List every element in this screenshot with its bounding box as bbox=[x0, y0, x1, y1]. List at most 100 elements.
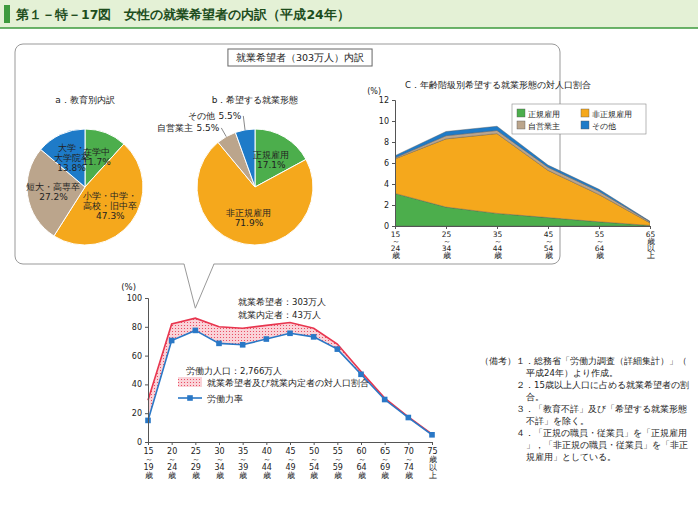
marker bbox=[240, 342, 246, 348]
tick: 6 bbox=[384, 159, 395, 168]
tick-mark bbox=[243, 442, 244, 445]
tick-label: 75歳以上 bbox=[427, 447, 437, 480]
slices bbox=[197, 129, 313, 245]
tick-label-part: 歳 bbox=[392, 251, 400, 260]
tick-label: 45～54歳 bbox=[544, 230, 554, 260]
marker bbox=[311, 334, 317, 340]
panel-header: 就業希望者（303万人）内訳 bbox=[228, 49, 372, 66]
pie-chart: b．希望する就業形態正規雇用17.1%非正規雇用71.9%5.5%その他5.5%… bbox=[157, 95, 313, 245]
tick: 15～19歳 bbox=[143, 442, 153, 480]
data-label: 小学・中学・ bbox=[83, 191, 137, 201]
data-label: 大学院卒 bbox=[54, 153, 90, 163]
tick-mark bbox=[145, 442, 148, 443]
tick-label-part: 歳 bbox=[443, 251, 451, 260]
tick-label-part: 歳 bbox=[334, 471, 342, 480]
axis-line bbox=[149, 443, 433, 446]
tick: 35～39歳 bbox=[238, 442, 248, 480]
note: 規雇用」としている。 bbox=[526, 452, 616, 462]
legend-label: 正規雇用 bbox=[528, 110, 560, 119]
tick-label-part: 歳 bbox=[216, 471, 224, 480]
tick-label: 65歳以上 bbox=[646, 230, 656, 260]
tick-label-part: 歳 bbox=[494, 251, 502, 260]
tick-mark bbox=[219, 442, 220, 445]
tick-label-part: 歳 bbox=[358, 471, 366, 480]
tick-label: 30～34歳 bbox=[214, 447, 224, 480]
tick-label: 6 bbox=[384, 159, 389, 168]
tick-mark bbox=[145, 298, 148, 299]
tick-label: 25～34歳 bbox=[442, 230, 452, 260]
tick-label: 20 bbox=[132, 409, 142, 418]
axis-title: (%) bbox=[121, 282, 136, 292]
tick: 35～44歳 bbox=[493, 226, 503, 260]
tick: 65歳以上 bbox=[646, 226, 656, 260]
annotation: 就業内定者：43万人 bbox=[238, 310, 321, 320]
area bbox=[395, 126, 650, 222]
tick-mark bbox=[392, 100, 395, 101]
tick-mark bbox=[548, 226, 549, 229]
marker bbox=[382, 397, 388, 403]
tick-label-part: 歳 bbox=[145, 471, 153, 480]
marker bbox=[335, 346, 341, 352]
tick: 20 bbox=[132, 409, 148, 418]
tick-label: 50～54歳 bbox=[309, 447, 319, 480]
annotation: 就業希望者：303万人 bbox=[238, 297, 326, 307]
data-label: 高校・旧中卒 bbox=[83, 201, 137, 211]
tick-mark bbox=[145, 356, 148, 357]
tick: 80 bbox=[132, 323, 148, 332]
tick: 75歳以上 bbox=[427, 442, 437, 480]
tick-label: 40～44歳 bbox=[262, 447, 272, 480]
axis-line bbox=[392, 101, 396, 227]
tick-label: 15～24歳 bbox=[391, 230, 401, 260]
axis-line bbox=[145, 299, 149, 443]
plot-area bbox=[145, 318, 435, 437]
tick-label: 20～24歳 bbox=[167, 447, 177, 480]
band bbox=[148, 318, 432, 435]
x-axis: 15～24歳 25～34歳 35～44歳 45～54歳 55～64歳 65歳以上 bbox=[391, 226, 656, 260]
slice bbox=[197, 142, 313, 245]
tick-label-part: 歳 bbox=[168, 471, 176, 480]
tick-label-part: 上 bbox=[429, 471, 437, 480]
tick-label-part: 上 bbox=[647, 251, 655, 260]
y-axis: 024681012 bbox=[379, 96, 396, 231]
note: ３．「教育不詳」及び「希望する就業形態 bbox=[516, 404, 687, 414]
tick-mark bbox=[314, 442, 315, 445]
tick-mark bbox=[145, 327, 148, 328]
marker bbox=[264, 336, 270, 342]
legend-box bbox=[512, 104, 646, 134]
legend-swatch bbox=[178, 377, 202, 387]
tick-mark bbox=[385, 442, 386, 445]
tick-mark bbox=[148, 442, 149, 445]
note: 」，「非正規の職員・従業員」を「非正 bbox=[526, 440, 688, 450]
tick-label: 35～44歳 bbox=[493, 230, 503, 260]
note: ２．15歳以上人口に占める就業希望者の割 bbox=[516, 380, 689, 390]
tick: 30～34歳 bbox=[214, 442, 224, 480]
tick: 100 bbox=[127, 294, 148, 303]
legend-label: 労働力率 bbox=[207, 394, 243, 404]
legend-swatch bbox=[581, 109, 589, 117]
line bbox=[148, 330, 432, 434]
tick-label: 60～64歳 bbox=[356, 447, 366, 480]
tick: 2 bbox=[384, 201, 395, 210]
tick: 15～24歳 bbox=[391, 226, 401, 260]
chart-title: 第１－特－17図 女性の就業希望者の内訳（平成24年） bbox=[15, 7, 350, 22]
tick-label: 2 bbox=[384, 201, 389, 210]
x-axis: 15～19歳20～24歳25～29歳30～34歳35～39歳40～44歳45～4… bbox=[143, 442, 437, 480]
tick-label: 45～49歳 bbox=[285, 447, 295, 480]
tick-mark bbox=[392, 184, 395, 185]
pie-title: a．教育別内訳 bbox=[55, 95, 115, 105]
tick-label: 0 bbox=[384, 222, 389, 231]
marker bbox=[193, 328, 199, 334]
tick-label-part: 歳 bbox=[405, 471, 413, 480]
tick-label-part: 歳 bbox=[545, 251, 553, 260]
tick: 40～44歳 bbox=[262, 442, 272, 480]
tick-label: 55～64歳 bbox=[595, 230, 605, 260]
tick: 55～59歳 bbox=[333, 442, 343, 480]
tick: 40 bbox=[132, 380, 148, 389]
area-chart: C．年齢階級別希望する就業形態の対人口割合(%)02468101215～24歳2… bbox=[367, 80, 655, 260]
data-label: 17.1% bbox=[257, 160, 286, 170]
tick-label: 4 bbox=[384, 180, 389, 189]
tick-label: 15～19歳 bbox=[143, 447, 153, 480]
tick-label-part: 歳 bbox=[239, 471, 247, 480]
legend-label: 就業希望者及び就業内定者の対人口割合 bbox=[207, 378, 369, 388]
plot-area bbox=[395, 126, 650, 226]
